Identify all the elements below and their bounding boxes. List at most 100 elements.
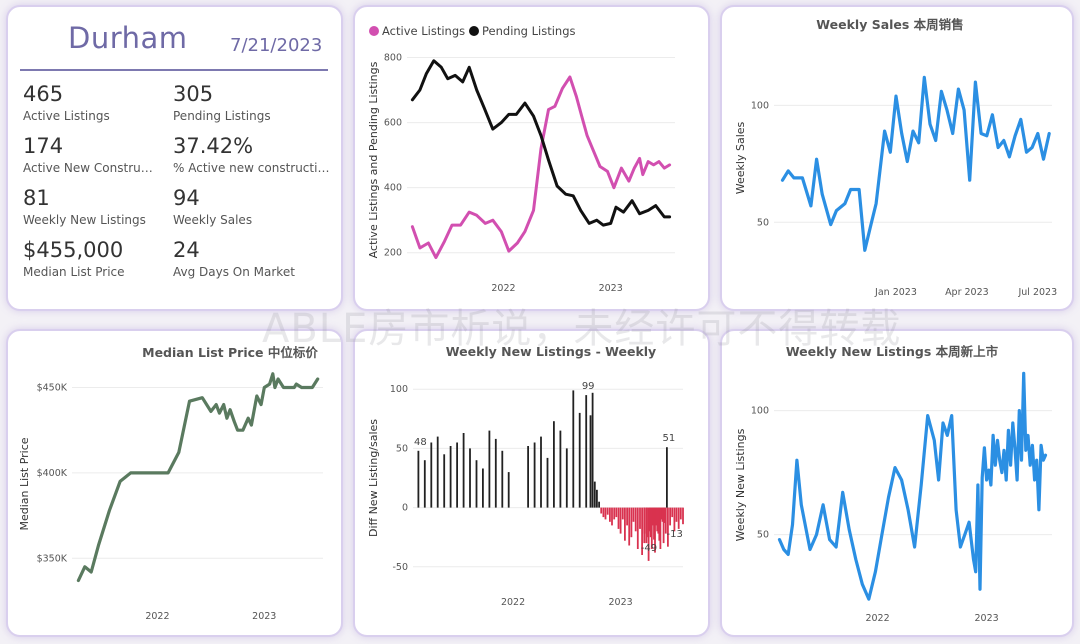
bar (655, 507, 657, 526)
bar (662, 507, 665, 544)
bar (621, 507, 624, 520)
bar (671, 507, 674, 518)
y-tick-label: $450K (37, 382, 68, 393)
x-tick-label: 2023 (599, 283, 623, 294)
kpi-card: Durham 7/21/2023 465 Active Listings 305… (6, 5, 343, 311)
bar (624, 507, 626, 541)
bar (656, 507, 659, 532)
bar (449, 446, 452, 508)
series-line-1 (410, 75, 672, 260)
series-line-1 (780, 75, 1051, 252)
bar (596, 489, 598, 508)
bar (667, 507, 669, 547)
data-label: 99 (582, 381, 595, 392)
bar (641, 507, 643, 555)
kpi-weekly-sales-label: Weekly Sales (173, 213, 253, 227)
bar (617, 507, 620, 529)
data-label: -13 (667, 529, 683, 540)
bar (553, 421, 555, 508)
y-tick-label: 50 (757, 530, 769, 541)
weekly-new-listings-chart-card: 50 100 2022 2023 Weekly New Listings Weekly N… (720, 329, 1074, 637)
bar (436, 436, 439, 508)
y-tick-label: 100 (751, 406, 769, 417)
y-tick-label: 50 (757, 217, 769, 228)
bar (619, 507, 622, 534)
bar (533, 442, 536, 508)
bar (501, 450, 504, 508)
y-tick-label: 50 (396, 443, 408, 454)
chart-title: Weekly New Listings 本周新上市 (786, 344, 999, 359)
legend-marker-1 (369, 26, 379, 36)
kpi-median-list-price-label: Median List Price (23, 265, 125, 279)
y-axis-label: Diff New Listing/sales (367, 419, 380, 537)
x-tick-label: Jul 2023 (1017, 287, 1057, 298)
bar (423, 460, 426, 508)
bar (653, 507, 655, 540)
bar (615, 507, 618, 518)
x-tick-label: 2022 (145, 611, 169, 622)
bar (682, 507, 684, 525)
bar (482, 468, 484, 508)
bar (669, 507, 671, 526)
kpi-pct-new-constructions-label: % Active new constructions (173, 161, 333, 175)
bar (606, 507, 609, 515)
bar (559, 430, 562, 508)
bar (659, 507, 662, 549)
legend-marker-2 (469, 26, 479, 36)
series-line-1 (777, 371, 1048, 601)
kpi-active-listings-value: 465 (23, 82, 64, 106)
bar (647, 507, 650, 561)
bar (660, 507, 663, 520)
kpi-avg-days-value: 24 (173, 238, 200, 262)
x-tick-label: 2023 (609, 597, 633, 608)
bar (565, 448, 568, 508)
y-tick-label: 200 (384, 248, 402, 259)
y-tick-label: 600 (384, 118, 402, 129)
bar (646, 507, 648, 538)
series-line-2 (410, 59, 672, 227)
bar (462, 433, 465, 508)
bar (589, 415, 592, 508)
diff-listing-sales-chart-card: -50 0 50 100 2022 2023 Diff New Listing/sales W… (353, 329, 710, 637)
kpi-weekly-new-listings-value: 81 (23, 186, 50, 210)
bar (634, 507, 637, 532)
bar (648, 507, 651, 532)
kpi-pending-listings-label: Pending Listings (173, 109, 271, 123)
kpi-new-constructions-label: Active New Constructions (23, 161, 159, 175)
bar (630, 507, 633, 538)
y-axis-label: Weekly New Listings (734, 428, 747, 541)
bar (666, 447, 668, 508)
y-tick-label: 800 (384, 53, 402, 64)
bar (628, 507, 631, 546)
bar (658, 507, 661, 541)
kpi-new-constructions-value: 174 (23, 134, 64, 158)
median-list-price-chart: $350K $400K $450K 2022 2023 Median List Price… (18, 345, 323, 622)
bar (585, 395, 588, 508)
bar (652, 507, 654, 526)
y-tick-label: 100 (751, 100, 769, 111)
bar (650, 507, 653, 549)
x-tick-label: 2022 (501, 597, 525, 608)
active-pending-chart: 200 400 600 800 2022 2023 Active Listings and … (367, 24, 675, 294)
bar (639, 507, 641, 529)
bar (593, 481, 596, 508)
bar (469, 448, 471, 508)
data-label: 51 (662, 433, 675, 444)
bar (636, 507, 639, 549)
kpi-avg-days-label: Avg Days On Market (173, 265, 295, 279)
chart-title: Weekly New Listings - Weekly (446, 344, 656, 359)
bar (572, 390, 575, 508)
data-label: -49 (641, 543, 657, 554)
bar (632, 507, 635, 522)
weekly-new-listings-chart: 50 100 2022 2023 Weekly New Listings Weekly N… (734, 344, 1052, 624)
x-tick-label: Apr 2023 (945, 287, 989, 298)
bar (661, 507, 664, 522)
data-label: 48 (414, 437, 427, 448)
kpi-weekly-new-listings-label: Weekly New Listings (23, 213, 146, 227)
bar (430, 442, 433, 508)
x-tick-label: 2023 (252, 611, 276, 622)
chart-title: Median List Price 中位标价 (142, 345, 318, 360)
city-title: Durham (68, 21, 188, 55)
bar (494, 438, 497, 508)
y-axis-label: Weekly Sales (734, 121, 747, 194)
